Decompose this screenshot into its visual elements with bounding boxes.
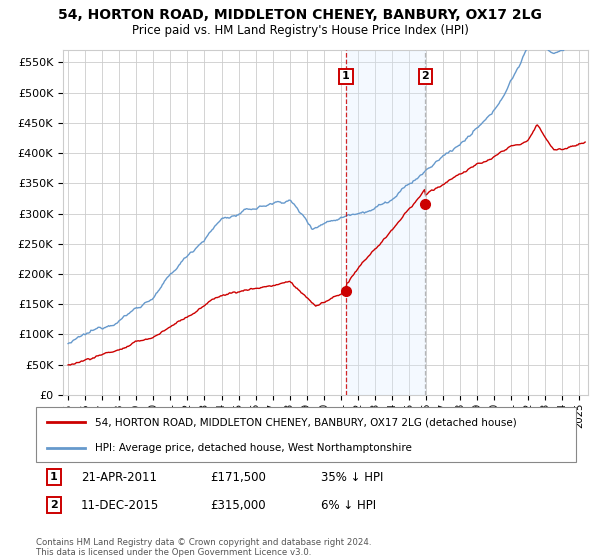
Text: 54, HORTON ROAD, MIDDLETON CHENEY, BANBURY, OX17 2LG: 54, HORTON ROAD, MIDDLETON CHENEY, BANBU… [58, 8, 542, 22]
Text: 35% ↓ HPI: 35% ↓ HPI [321, 470, 383, 484]
Text: 54, HORTON ROAD, MIDDLETON CHENEY, BANBURY, OX17 2LG (detached house): 54, HORTON ROAD, MIDDLETON CHENEY, BANBU… [95, 418, 517, 427]
Text: 1: 1 [50, 472, 58, 482]
Text: 1: 1 [342, 71, 350, 81]
Text: £315,000: £315,000 [210, 498, 266, 512]
Text: Price paid vs. HM Land Registry's House Price Index (HPI): Price paid vs. HM Land Registry's House … [131, 24, 469, 36]
Text: 2: 2 [50, 500, 58, 510]
FancyBboxPatch shape [36, 407, 576, 462]
Text: HPI: Average price, detached house, West Northamptonshire: HPI: Average price, detached house, West… [95, 444, 412, 453]
Text: Contains HM Land Registry data © Crown copyright and database right 2024.
This d: Contains HM Land Registry data © Crown c… [36, 538, 371, 557]
Text: 2: 2 [421, 71, 429, 81]
Text: 21-APR-2011: 21-APR-2011 [81, 470, 157, 484]
Text: £171,500: £171,500 [210, 470, 266, 484]
Text: 6% ↓ HPI: 6% ↓ HPI [321, 498, 376, 512]
Bar [346, 50, 425, 395]
Text: 11-DEC-2015: 11-DEC-2015 [81, 498, 159, 512]
